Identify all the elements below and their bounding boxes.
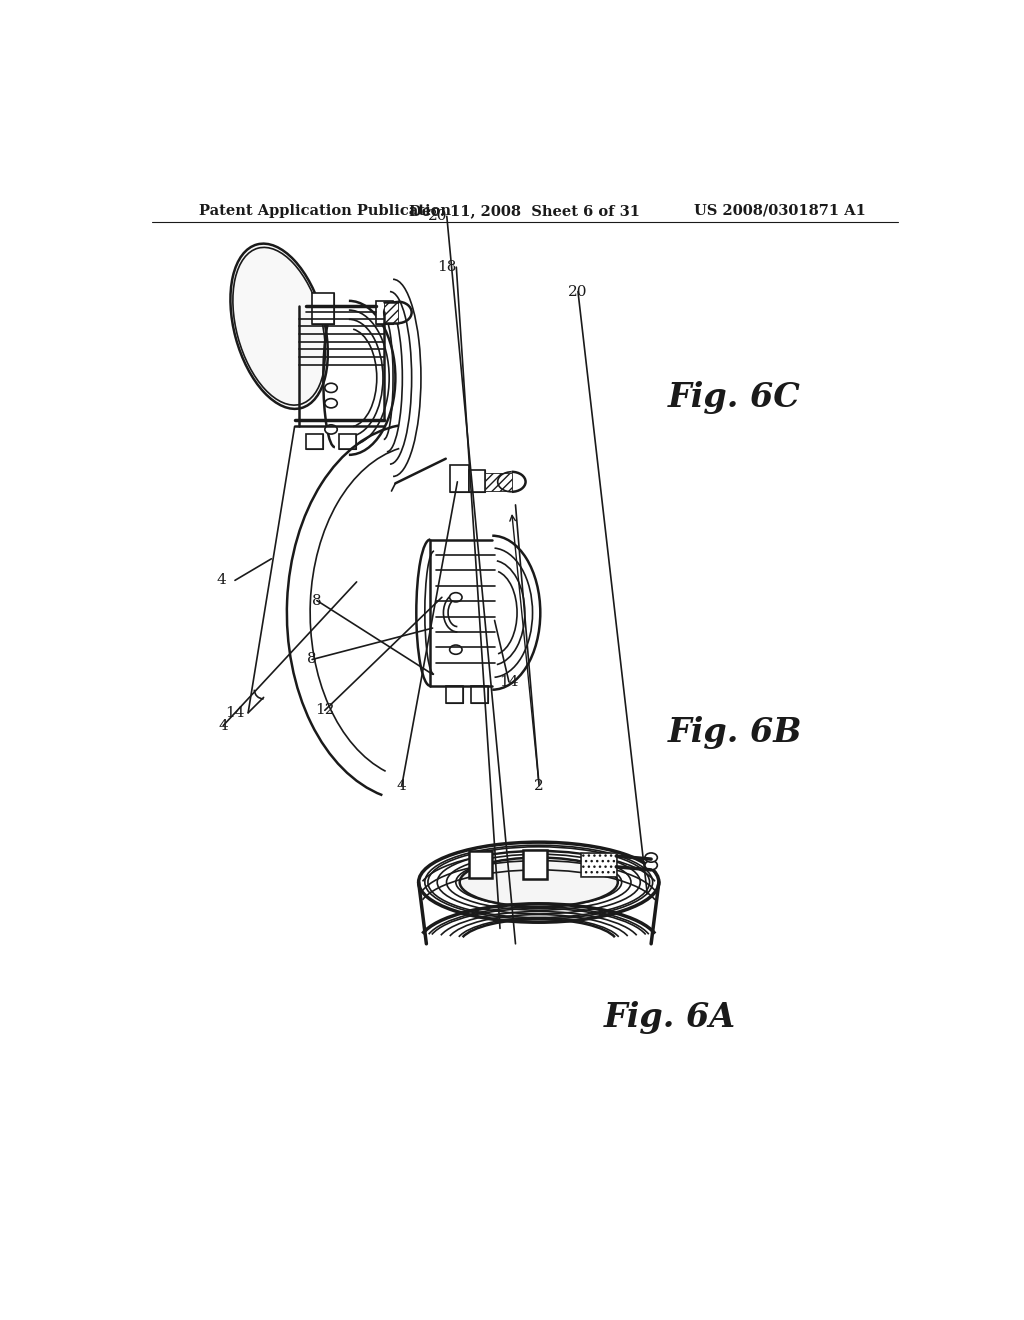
Text: 12: 12 bbox=[315, 704, 335, 717]
Bar bbox=[376, 301, 393, 323]
Text: Dec. 11, 2008  Sheet 6 of 31: Dec. 11, 2008 Sheet 6 of 31 bbox=[410, 203, 640, 218]
Text: Fig. 6C: Fig. 6C bbox=[668, 380, 801, 413]
Ellipse shape bbox=[450, 645, 462, 655]
Bar bbox=[312, 293, 334, 323]
Text: 20: 20 bbox=[568, 285, 588, 298]
Bar bbox=[484, 473, 512, 491]
Text: 4: 4 bbox=[216, 573, 226, 587]
Text: 8: 8 bbox=[307, 652, 316, 667]
Ellipse shape bbox=[325, 399, 337, 408]
Text: Patent Application Publication: Patent Application Publication bbox=[200, 203, 452, 218]
Ellipse shape bbox=[230, 244, 328, 409]
Bar bbox=[376, 301, 393, 323]
Ellipse shape bbox=[419, 842, 658, 923]
Bar bbox=[384, 302, 397, 323]
Text: 14: 14 bbox=[225, 706, 245, 719]
Text: Fig. 6B: Fig. 6B bbox=[668, 717, 802, 750]
Text: 2: 2 bbox=[535, 779, 544, 792]
Bar bbox=[450, 465, 469, 492]
Bar bbox=[469, 851, 493, 878]
Ellipse shape bbox=[645, 861, 657, 870]
Bar bbox=[339, 434, 356, 449]
Bar bbox=[306, 434, 324, 449]
Bar bbox=[445, 686, 463, 702]
Ellipse shape bbox=[325, 383, 337, 392]
Bar bbox=[471, 686, 488, 702]
Ellipse shape bbox=[325, 425, 337, 434]
Text: US 2008/0301871 A1: US 2008/0301871 A1 bbox=[694, 203, 866, 218]
Bar bbox=[450, 465, 469, 492]
Bar bbox=[582, 853, 616, 876]
Text: 4: 4 bbox=[397, 779, 407, 792]
Bar bbox=[339, 434, 356, 449]
Bar bbox=[306, 434, 324, 449]
Bar bbox=[523, 850, 547, 879]
Bar bbox=[471, 686, 488, 702]
Text: 8: 8 bbox=[312, 594, 322, 607]
Bar bbox=[312, 293, 334, 323]
Bar bbox=[469, 470, 484, 492]
Bar bbox=[582, 853, 616, 876]
Text: 14: 14 bbox=[499, 675, 519, 689]
Bar bbox=[469, 470, 484, 492]
Ellipse shape bbox=[460, 858, 617, 907]
Text: 18: 18 bbox=[437, 260, 457, 275]
Ellipse shape bbox=[645, 853, 657, 862]
Bar bbox=[469, 851, 493, 878]
Text: Fig. 6A: Fig. 6A bbox=[604, 1001, 736, 1034]
Text: 4: 4 bbox=[218, 718, 228, 733]
Text: 20: 20 bbox=[428, 210, 447, 223]
Ellipse shape bbox=[450, 593, 462, 602]
Bar bbox=[445, 686, 463, 702]
Bar bbox=[523, 850, 547, 879]
